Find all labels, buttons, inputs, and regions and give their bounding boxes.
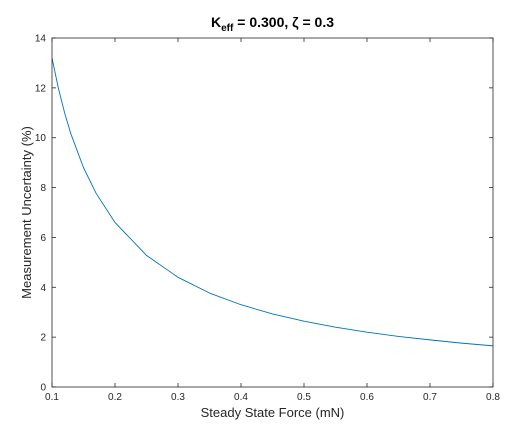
y-tick-label: 4 (40, 283, 46, 294)
plot-background (52, 38, 493, 387)
y-tick-label: 2 (40, 333, 46, 344)
series-line (51, 57, 494, 347)
x-tick-label: 0.1 (45, 392, 59, 403)
chart-title: Keff = 0.300, ζ = 0.3 (211, 14, 334, 34)
y-tick-label: 12 (35, 83, 47, 94)
title-rest: = 0.300, ζ = 0.3 (233, 14, 334, 30)
y-tick-label: 6 (40, 233, 46, 244)
x-axis-label: Steady State Force (mN) (201, 405, 345, 420)
x-tick-label: 0.6 (360, 392, 374, 403)
x-tick-label: 0.8 (486, 392, 500, 403)
series-layer (51, 57, 494, 347)
x-tick-label: 0.3 (171, 392, 185, 403)
title-subscript: eff (221, 23, 234, 34)
plot-box (51, 37, 494, 388)
x-tick-label: 0.5 (297, 392, 311, 403)
x-tick-label: 0.4 (234, 392, 248, 403)
y-axis-label: Measurement Uncertainty (%) (19, 126, 34, 299)
x-tick-labels: 0.1 0.2 0.3 0.4 0.5 0.6 0.7 0.8 (45, 392, 500, 403)
y-tick-label: 0 (40, 383, 46, 394)
x-tick-label: 0.7 (423, 392, 437, 403)
title-main: K (211, 14, 221, 30)
y-tick-labels: 0 2 4 6 8 10 12 14 (35, 34, 47, 394)
y-tick-label: 8 (40, 183, 46, 194)
y-tick-label: 10 (35, 133, 47, 144)
x-tick-label: 0.2 (108, 392, 122, 403)
y-tick-label: 14 (35, 34, 47, 45)
